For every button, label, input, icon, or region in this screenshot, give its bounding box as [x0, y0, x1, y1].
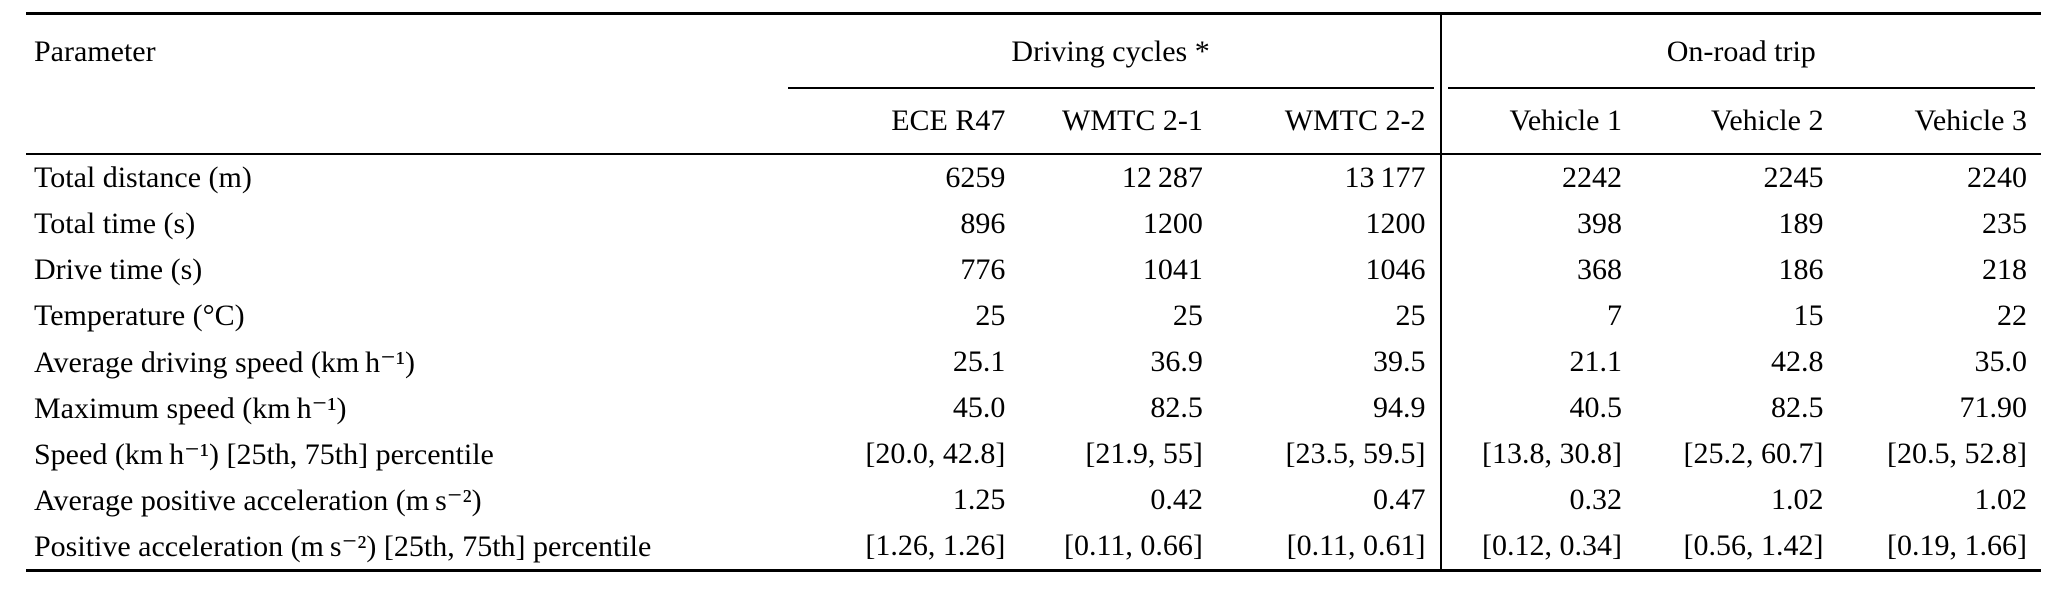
table-cell: 82.5 [1150, 391, 1203, 424]
corner-header-parameter: Parameter [34, 35, 156, 68]
table-cell: 0.32 [1439, 477, 1636, 523]
table-cell: 0.42 [1150, 483, 1203, 516]
table-row: Maximum speed (km h⁻¹) 45.0 82.5 94.9 40… [26, 385, 2041, 431]
table-cell: 35.0 [1974, 345, 2028, 378]
table-cell: 25.1 [952, 345, 1006, 378]
group-header-driving-cycles: Driving cycles * [782, 14, 1441, 90]
table-row: Temperature (°C) 25 25 25 7 15 22 [26, 293, 2041, 339]
column-header-vehicle-1: Vehicle 1 [1439, 89, 1636, 155]
column-header-vehicle-3: Vehicle 3 [1837, 89, 2041, 155]
table-cell: [23.5, 59.5] [1285, 437, 1426, 470]
row-label-maximum-speed: Maximum speed (km h⁻¹) [34, 391, 347, 425]
table-cell: 776 [960, 253, 1006, 286]
table-cell: 2242 [1439, 154, 1636, 201]
row-label-total-distance: Total distance (m) [34, 161, 252, 194]
table-cell: 896 [960, 207, 1006, 240]
column-header-vehicle-2: Vehicle 2 [1635, 89, 1838, 155]
table-cell: 25 [1172, 299, 1203, 332]
table-row: Total time (s) 896 1200 1200 398 189 235 [26, 201, 2041, 247]
table-cell: 1041 [1142, 253, 1203, 286]
table-cell: 12 287 [1121, 161, 1203, 194]
row-label-average-driving-speed: Average driving speed (km h⁻¹) [34, 345, 415, 379]
table-cell: 2240 [1967, 161, 2027, 194]
table-cell: 368 [1439, 247, 1636, 293]
table-cell: [0.11, 0.61] [1286, 529, 1426, 562]
table-cell: [0.56, 1.42] [1683, 529, 1824, 562]
table-cell: 7 [1439, 293, 1636, 339]
table-cell: 2245 [1763, 161, 1824, 194]
table-cell: 25 [1395, 299, 1426, 332]
row-label-temperature: Temperature (°C) [34, 299, 245, 332]
table-cell: 42.8 [1770, 345, 1824, 378]
table-cell: 186 [1778, 253, 1824, 286]
blank-header-cell [26, 89, 782, 155]
table-cell: [0.19, 1.66] [1887, 529, 2027, 562]
column-header-wmtc-2-2: WMTC 2-2 [1216, 89, 1441, 155]
table-cell: 21.1 [1439, 339, 1636, 385]
table-cell: [25.2, 60.7] [1683, 437, 1824, 470]
table-cell: 39.5 [1373, 345, 1426, 378]
table-row: Total distance (m) 6259 12 287 13 177 22… [26, 154, 2041, 201]
table-cell: 45.0 [952, 391, 1006, 424]
table-cell: 82.5 [1770, 391, 1824, 424]
table-cell: 40.5 [1439, 385, 1636, 431]
table-cell: 25 [975, 299, 1006, 332]
column-header-wmtc-2-1: WMTC 2-1 [1019, 89, 1217, 155]
table-cell: 71.90 [1959, 391, 2028, 424]
table-cell: 1.02 [1770, 483, 1824, 516]
table-row: Average driving speed (km h⁻¹) 25.1 36.9… [26, 339, 2041, 385]
table-cell: 1200 [1142, 207, 1203, 240]
table-cell: 218 [1982, 253, 2027, 286]
table-cell: 94.9 [1373, 391, 1426, 424]
table-cell: [21.9, 55] [1085, 437, 1203, 470]
table-cell: 235 [1982, 207, 2027, 240]
table-cell: 22 [1997, 299, 2027, 332]
table-cell: 398 [1439, 201, 1636, 247]
table-cell: 1046 [1365, 253, 1426, 286]
row-label-speed-percentile: Speed (km h⁻¹) [25th, 75th] percentile [34, 437, 494, 471]
column-header-row: ECE R47 WMTC 2-1 WMTC 2-2 Vehicle 1 Vehi… [26, 89, 2041, 155]
table-cell: 6259 [945, 161, 1006, 194]
table-row: Drive time (s) 776 1041 1046 368 186 218 [26, 247, 2041, 293]
table-cell: 15 [1793, 299, 1824, 332]
table-cell: [0.11, 0.66] [1063, 529, 1203, 562]
table-cell: 1200 [1365, 207, 1426, 240]
table-cell: [13.8, 30.8] [1439, 431, 1636, 477]
group-header-row: Parameter Driving cycles * On-road trip [26, 13, 2041, 90]
table-cell: 0.47 [1373, 483, 1426, 516]
group-header-on-road-trip: On-road trip [1439, 13, 2041, 89]
row-label-drive-time: Drive time (s) [34, 253, 203, 286]
table-row: Average positive acceleration (m s⁻²) 1.… [26, 477, 2041, 523]
parameters-table: Parameter Driving cycles * On-road trip … [26, 12, 2041, 572]
table-cell: 1.02 [1974, 483, 2028, 516]
table-cell: 1.25 [952, 483, 1006, 516]
table-cell: 13 177 [1344, 161, 1426, 194]
row-label-total-time: Total time (s) [34, 207, 196, 240]
table-row: Positive acceleration (m s⁻²) [25th, 75t… [26, 523, 2041, 571]
table-cell: [20.5, 52.8] [1887, 437, 2027, 470]
table-cell: 36.9 [1150, 345, 1203, 378]
table-cell: [0.12, 0.34] [1439, 523, 1636, 571]
column-header-ece-r47: ECE R47 [781, 89, 1020, 155]
table-cell: [1.26, 1.26] [865, 529, 1006, 562]
table-cell: [20.0, 42.8] [865, 437, 1006, 470]
table-cell: 189 [1778, 207, 1824, 240]
row-label-average-positive-acceleration: Average positive acceleration (m s⁻²) [34, 483, 482, 517]
table-row: Speed (km h⁻¹) [25th, 75th] percentile [… [26, 431, 2041, 477]
row-label-positive-acceleration-percentile: Positive acceleration (m s⁻²) [25th, 75t… [34, 529, 652, 563]
